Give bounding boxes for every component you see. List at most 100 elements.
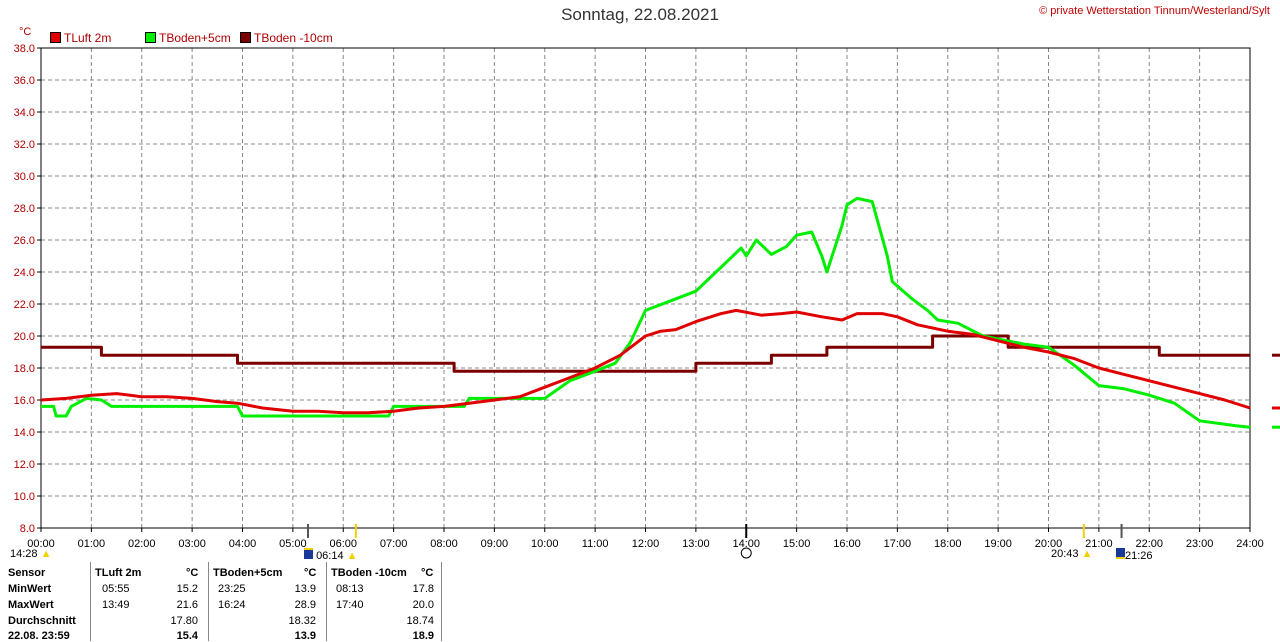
series-line-tboden10 <box>41 334 1250 373</box>
x-tick-label: 07:00 <box>380 538 408 550</box>
legend-tboden10: TBoden -10cm <box>240 31 333 45</box>
legend-label: TBoden -10cm <box>254 31 333 45</box>
stats-value: 20.0 <box>412 599 434 611</box>
y-tick-label: 32.0 <box>14 139 35 151</box>
stats-time: 05:55 <box>102 583 130 595</box>
x-tick-label: 10:00 <box>531 538 559 550</box>
event-time: 21:26 <box>1125 550 1153 562</box>
stats-header-tboden5: TBoden+5cm <box>213 567 283 579</box>
legend-swatch <box>50 32 61 43</box>
event-time: 06:14 <box>316 550 344 562</box>
time-markers <box>306 353 1280 559</box>
temperature-chart: 8.0 10.0 12.0 14.0 16.0 18.0 20.0 22.0 24.0 26.0 2… <box>14 43 1280 559</box>
event-sun-right: 20:43 ▲ <box>1051 548 1092 560</box>
series-line-tluft <box>40 308 1251 415</box>
stats-value: 17.8 <box>412 583 434 595</box>
y-tick-label: 14.0 <box>14 427 35 439</box>
legend-label: TLuft 2m <box>64 31 112 45</box>
sun-icon: ▲ <box>40 548 52 560</box>
stats-header-unit: °C <box>186 567 199 579</box>
stats-value: 13.9 <box>294 630 316 642</box>
x-tick-label: 20:00 <box>1035 538 1063 550</box>
legend-swatch <box>240 32 251 43</box>
x-tick-label: 04:00 <box>229 538 257 550</box>
legend-tluft: TLuft 2m <box>50 31 111 45</box>
chart-title: Sonntag, 22.08.2021 <box>561 5 719 24</box>
y-tick-label: 34.0 <box>14 107 35 119</box>
y-tick-label: 38.0 <box>14 43 35 55</box>
y-tick-label: 10.0 <box>14 491 35 503</box>
x-tick-label: 21:00 <box>1085 538 1113 550</box>
x-tick-label: 09:00 <box>481 538 509 550</box>
stats-value: 13.9 <box>294 583 316 595</box>
chart-grid <box>41 48 1250 528</box>
y-tick-label: 36.0 <box>14 75 35 87</box>
y-tick-label: 20.0 <box>14 331 35 343</box>
station-credit: © private Wetterstation Tinnum/Westerlan… <box>1039 5 1270 17</box>
x-tick-label: 18:00 <box>934 538 962 550</box>
stats-value: 15.4 <box>176 630 198 642</box>
stats-value: 17.80 <box>170 615 198 627</box>
x-tick-label: 02:00 <box>128 538 156 550</box>
stats-value: 18.9 <box>412 630 434 642</box>
y-tick-label: 18.0 <box>14 363 35 375</box>
stats-header-tluft: TLuft 2m <box>95 567 142 579</box>
x-tick-label: 22:00 <box>1135 538 1163 550</box>
stats-time: 08:13 <box>336 583 364 595</box>
y-tick-label: 8.0 <box>20 523 35 535</box>
stats-time: 13:49 <box>102 599 130 611</box>
stats-row-label: MaxWert <box>8 599 54 611</box>
y-axis: 8.0 10.0 12.0 14.0 16.0 18.0 20.0 22.0 24.0 26.0 2… <box>14 43 41 535</box>
x-tick-label: 15:00 <box>783 538 811 550</box>
stats-row-label: Durchschnitt <box>8 615 76 627</box>
legend-label: TBoden+5cm <box>159 31 231 45</box>
x-tick-label: 19:00 <box>984 538 1012 550</box>
event-sunset: 21:26 <box>1116 548 1153 562</box>
stats-row-label: 22.08. 23:59 <box>8 630 70 642</box>
stats-time: 23:25 <box>218 583 246 595</box>
x-tick-label: 01:00 <box>78 538 106 550</box>
event-time: 14:28 <box>10 548 38 560</box>
event-sun-left: 14:28 ▲ <box>10 548 51 560</box>
sun-icon: ▲ <box>1081 548 1093 560</box>
x-tick-label: 12:00 <box>632 538 660 550</box>
x-tick-label: 23:00 <box>1186 538 1214 550</box>
stats-header-sensor: Sensor <box>8 567 46 579</box>
sun-icon: ▲ <box>346 550 358 562</box>
y-tick-label: 26.0 <box>14 235 35 247</box>
x-tick-label: 14:00 <box>732 538 760 550</box>
stats-header-unit: °C <box>421 567 434 579</box>
stats-value: 21.6 <box>176 599 198 611</box>
x-axis: 00:00 01:00 02:00 03:00 04:00 05:00 06:00 07:00… <box>27 528 1264 550</box>
event-time: 20:43 <box>1051 548 1079 560</box>
x-tick-label: 17:00 <box>884 538 912 550</box>
sunset-icon <box>1116 548 1125 559</box>
divider <box>326 562 327 641</box>
x-tick-label: 03:00 <box>178 538 206 550</box>
stats-time: 16:24 <box>218 599 246 611</box>
x-tick-label: 00:00 <box>27 538 55 550</box>
x-tick-label: 06:00 <box>329 538 357 550</box>
y-unit-label: °C <box>19 26 32 38</box>
x-tick-label: 24:00 <box>1236 538 1264 550</box>
divider <box>90 562 91 641</box>
stats-table: Sensor TLuft 2m °C TBoden+5cm °C TBoden … <box>0 558 442 642</box>
stats-header-tboden10: TBoden -10cm <box>331 567 407 579</box>
event-sunrise: 06:14 ▲ <box>304 548 358 562</box>
x-tick-label: 08:00 <box>430 538 458 550</box>
series-lines <box>40 196 1251 429</box>
stats-value: 28.9 <box>294 599 316 611</box>
stats-row-label: MinWert <box>8 583 52 595</box>
stats-value: 18.74 <box>406 615 434 627</box>
y-tick-label: 30.0 <box>14 171 35 183</box>
clock-icon <box>740 547 752 559</box>
y-tick-label: 28.0 <box>14 203 35 215</box>
stats-header-unit: °C <box>304 567 317 579</box>
y-tick-label: 24.0 <box>14 267 35 279</box>
divider <box>208 562 209 641</box>
x-tick-label: 11:00 <box>582 538 609 550</box>
stats-time: 17:40 <box>336 599 364 611</box>
x-tick-label: 16:00 <box>833 538 861 550</box>
y-tick-label: 22.0 <box>14 299 35 311</box>
legend-tboden5: TBoden+5cm <box>145 31 231 45</box>
